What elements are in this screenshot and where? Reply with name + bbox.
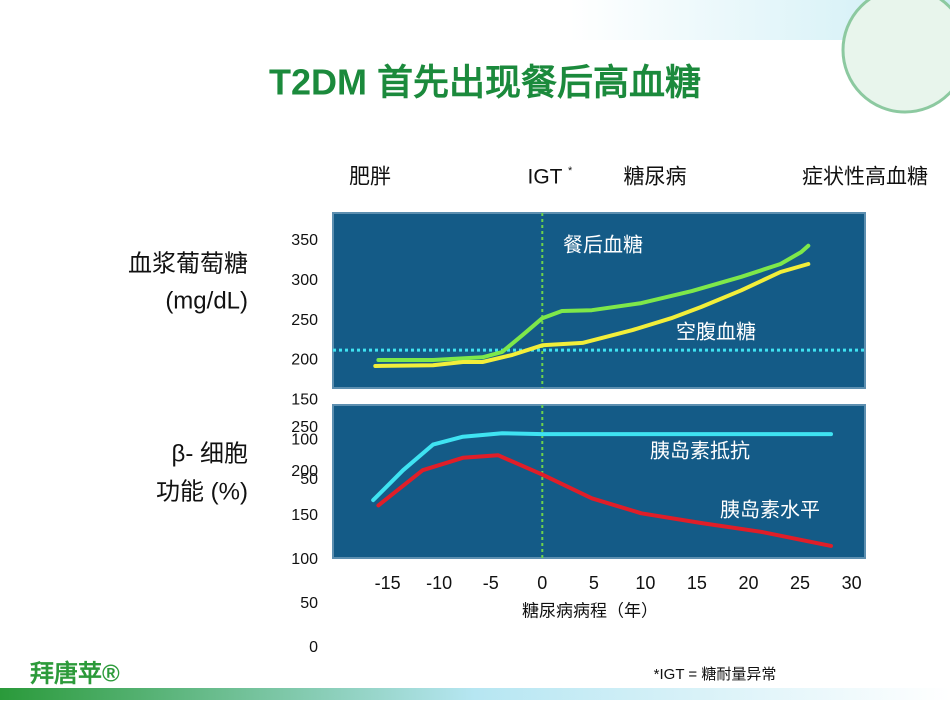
stage-label: 症状性高血糖 [802, 166, 928, 189]
stage-label: 糖尿病 [624, 166, 687, 189]
x-tick-label: -5 [483, 573, 499, 593]
y-axis-label: 功能 (%) [156, 478, 248, 505]
stage-label: 肥胖 [349, 166, 391, 189]
x-tick-label: 25 [790, 573, 810, 593]
x-tick-label: 5 [589, 573, 599, 593]
y-tick-label: 250 [291, 312, 318, 329]
footer-stripe [0, 688, 950, 700]
series-label: 胰岛素水平 [720, 498, 820, 521]
bottom-panel [332, 404, 866, 559]
series-label: 胰岛素抵抗 [650, 439, 750, 462]
x-tick-label: 30 [842, 573, 862, 593]
series-line [376, 243, 811, 362]
y-tick-label: 250 [291, 419, 318, 436]
y-axis-label: (mg/dL) [165, 287, 248, 314]
y-tick-label: 0 [309, 639, 318, 656]
y-tick-label: 200 [291, 352, 318, 369]
series-line [376, 453, 833, 548]
x-axis-label: 糖尿病病程（年） [522, 601, 658, 620]
series-line [373, 262, 811, 368]
y-tick-label: 150 [291, 392, 318, 409]
series-line [371, 431, 833, 503]
globe-logo [841, 0, 950, 114]
stage-mark: * [568, 165, 573, 177]
y-tick-label: 100 [291, 551, 318, 568]
y-tick-label: 150 [291, 507, 318, 524]
series-label: 空腹血糖 [676, 320, 756, 343]
brand-logo: 拜唐苹® [30, 659, 120, 687]
series-label: 餐后血糖 [563, 233, 643, 256]
x-tick-label: 0 [537, 573, 547, 593]
y-tick-label: 100 [291, 431, 318, 448]
y-tick-label: 300 [291, 272, 318, 289]
x-tick-label: 10 [635, 573, 655, 593]
y-tick-label: 350 [291, 232, 318, 249]
x-tick-label: -15 [375, 573, 401, 593]
slide-title: T2DM 首先出现餐后高血糖 [269, 62, 701, 103]
y-tick-label: 200 [291, 463, 318, 480]
x-tick-label: -10 [426, 573, 452, 593]
x-tick-label: 20 [738, 573, 758, 593]
y-axis-label: 血浆葡萄糖 [128, 250, 248, 277]
y-tick-label: 50 [300, 595, 318, 612]
y-tick-label: 50 [300, 471, 318, 488]
y-axis-label: β- 细胞 [172, 440, 248, 467]
footnote: *IGT = 糖耐量异常 [654, 666, 777, 683]
header-band [0, 0, 950, 40]
stage-label: IGT [528, 166, 563, 189]
x-tick-label: 15 [687, 573, 707, 593]
